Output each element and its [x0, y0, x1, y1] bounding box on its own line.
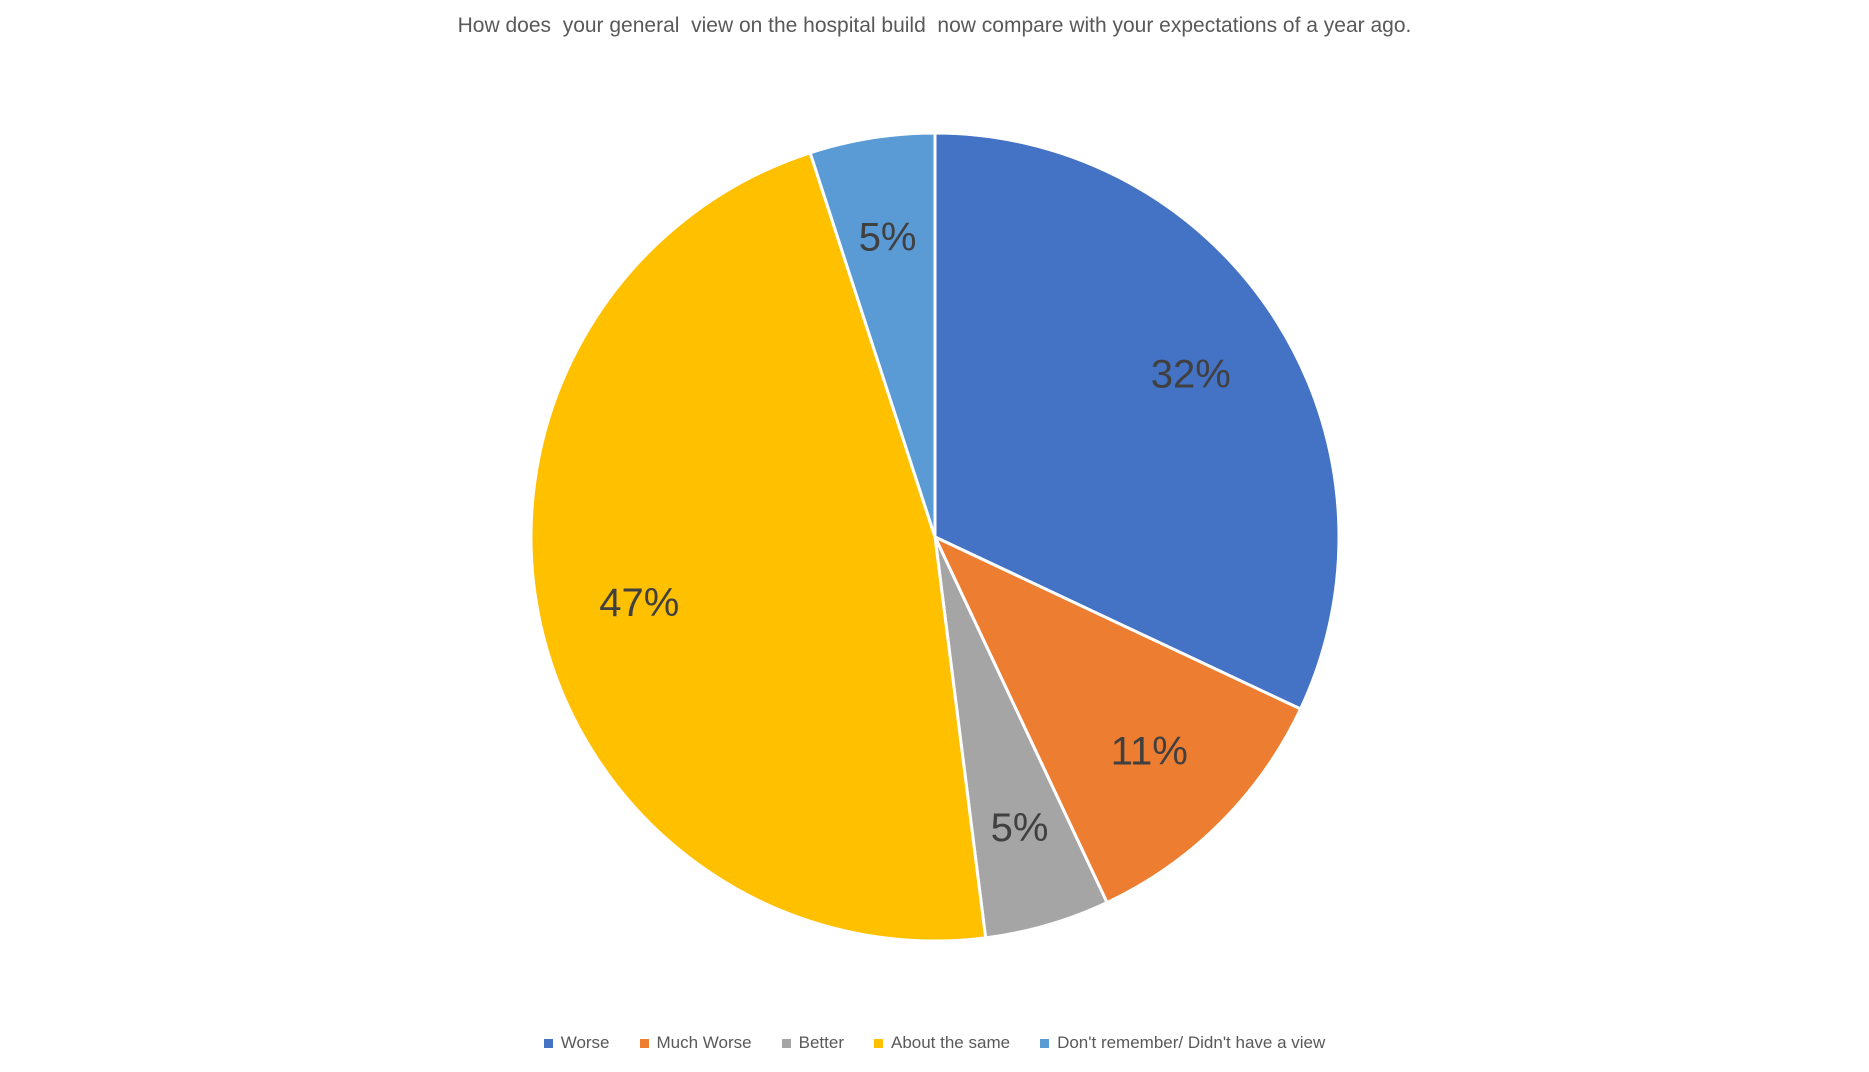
data-label-much-worse: 11% — [1111, 729, 1188, 773]
legend-item-worse: Worse — [543, 1033, 610, 1053]
legend-label: Worse — [560, 1033, 610, 1052]
data-label-worse: 32% — [1151, 353, 1231, 397]
pie-slice-worse — [933, 131, 1341, 712]
legend-label: Better — [798, 1033, 844, 1052]
pie-slice-don-t-remember-didn-t-have-a-view — [808, 131, 937, 538]
data-label-about-the-same: 47% — [599, 581, 679, 625]
chart-title: How does your general view on the hospit… — [457, 14, 1412, 37]
legend-label: Don't remember/ Didn't have a view — [1057, 1033, 1326, 1052]
legend-item-about-the-same: About the same — [873, 1033, 1011, 1053]
legend-swatch — [873, 1038, 883, 1048]
data-label-better: 5% — [991, 806, 1049, 850]
legend-item-don-t-remember-didn-t-have-a-view: Don't remember/ Didn't have a view — [1040, 1033, 1325, 1053]
legend-swatch — [1040, 1038, 1050, 1048]
pie-slice-much-worse — [931, 533, 1303, 905]
pie-slice-about-the-same — [529, 150, 988, 943]
chart-legend: Worse Much Worse Better About the same Don't… — [0, 1033, 1869, 1053]
legend-swatch — [639, 1038, 649, 1048]
data-label-don-t-remember-didn-t-have-a-view: 5% — [859, 216, 917, 260]
legend-swatch — [781, 1038, 791, 1048]
legend-item-better: Better — [781, 1033, 844, 1053]
legend-swatch — [543, 1038, 553, 1048]
legend-item-much-worse: Much Worse — [639, 1033, 752, 1053]
legend-label: Much Worse — [656, 1033, 752, 1052]
legend-label: About the same — [890, 1033, 1011, 1052]
